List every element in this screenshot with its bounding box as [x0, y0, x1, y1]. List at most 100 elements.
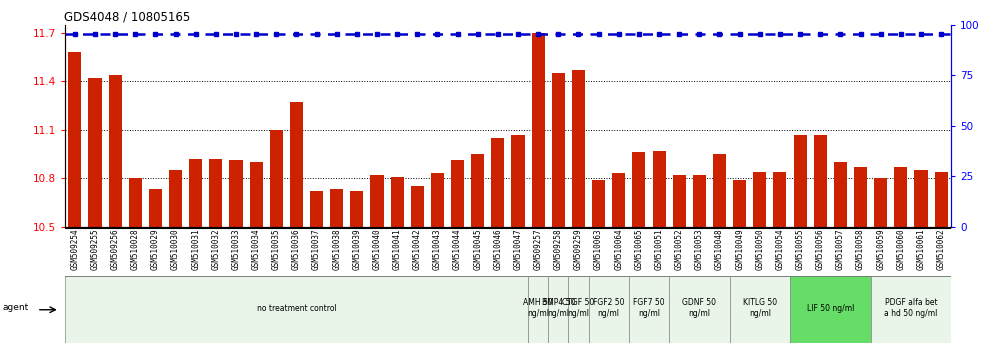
Bar: [669, 276, 729, 343]
Text: GSM510057: GSM510057: [836, 228, 845, 270]
Bar: [871, 276, 951, 343]
Text: GSM510045: GSM510045: [473, 228, 482, 270]
Bar: [451, 160, 464, 227]
Text: no treatment control: no treatment control: [257, 304, 337, 313]
Text: GSM510048: GSM510048: [715, 228, 724, 270]
Text: GSM510050: GSM510050: [755, 228, 764, 270]
Bar: [169, 170, 182, 227]
Text: GSM510033: GSM510033: [231, 228, 240, 270]
Bar: [814, 135, 827, 227]
Text: GSM510058: GSM510058: [856, 228, 865, 270]
Bar: [270, 130, 283, 227]
Text: FGF2 50
ng/ml: FGF2 50 ng/ml: [593, 298, 624, 319]
Text: BMP4 50
ng/ml: BMP4 50 ng/ml: [542, 298, 575, 319]
Bar: [290, 102, 303, 227]
Text: GSM510028: GSM510028: [130, 228, 139, 270]
Bar: [128, 178, 141, 227]
Text: GSM510036: GSM510036: [292, 228, 301, 270]
Bar: [532, 33, 545, 227]
Text: GSM510035: GSM510035: [272, 228, 281, 270]
Bar: [794, 135, 807, 227]
Text: FGF7 50
ng/ml: FGF7 50 ng/ml: [633, 298, 664, 319]
Text: GSM510043: GSM510043: [433, 228, 442, 270]
Bar: [592, 180, 606, 227]
Text: GSM510030: GSM510030: [171, 228, 180, 270]
Bar: [613, 173, 625, 227]
Bar: [512, 135, 525, 227]
Bar: [65, 276, 528, 343]
Text: GSM510051: GSM510051: [654, 228, 663, 270]
Text: GSM510044: GSM510044: [453, 228, 462, 270]
Bar: [209, 159, 222, 227]
Bar: [431, 173, 444, 227]
Bar: [471, 154, 484, 227]
Bar: [713, 154, 726, 227]
Text: GSM510049: GSM510049: [735, 228, 744, 270]
Text: GSM510031: GSM510031: [191, 228, 200, 270]
Text: GDS4048 / 10805165: GDS4048 / 10805165: [64, 11, 190, 24]
Text: GSM510063: GSM510063: [595, 228, 604, 270]
Text: GSM510041: GSM510041: [392, 228, 401, 270]
Text: GSM510060: GSM510060: [896, 228, 905, 270]
Text: GSM509255: GSM509255: [91, 228, 100, 270]
Text: GSM510040: GSM510040: [373, 228, 381, 270]
Text: GSM510042: GSM510042: [412, 228, 421, 270]
Bar: [894, 167, 907, 227]
Text: CTGF 50
ng/ml: CTGF 50 ng/ml: [563, 298, 595, 319]
Bar: [390, 177, 403, 227]
Bar: [351, 191, 364, 227]
Text: GSM510037: GSM510037: [312, 228, 321, 270]
Bar: [548, 276, 569, 343]
Bar: [672, 175, 686, 227]
Bar: [491, 138, 504, 227]
Bar: [410, 186, 424, 227]
Bar: [89, 78, 102, 227]
Text: agent: agent: [3, 303, 29, 313]
Text: GSM510052: GSM510052: [674, 228, 683, 270]
Text: GSM509256: GSM509256: [111, 228, 120, 270]
Bar: [310, 191, 323, 227]
Bar: [733, 180, 746, 227]
Bar: [371, 175, 383, 227]
Text: PDGF alfa bet
a hd 50 ng/ml: PDGF alfa bet a hd 50 ng/ml: [884, 298, 937, 319]
Text: GSM510061: GSM510061: [916, 228, 925, 270]
Text: GSM510059: GSM510059: [876, 228, 885, 270]
Text: GSM510053: GSM510053: [695, 228, 704, 270]
Bar: [652, 151, 665, 227]
Bar: [572, 70, 585, 227]
Text: GSM510038: GSM510038: [333, 228, 342, 270]
Bar: [729, 276, 790, 343]
Text: GSM510039: GSM510039: [353, 228, 362, 270]
Text: GSM509257: GSM509257: [534, 228, 543, 270]
Bar: [693, 175, 706, 227]
Text: GSM509259: GSM509259: [574, 228, 583, 270]
Bar: [569, 276, 589, 343]
Text: GSM510062: GSM510062: [936, 228, 945, 270]
Text: GSM510032: GSM510032: [211, 228, 220, 270]
Bar: [628, 276, 669, 343]
Bar: [914, 170, 927, 227]
Text: GSM510065: GSM510065: [634, 228, 643, 270]
Text: KITLG 50
ng/ml: KITLG 50 ng/ml: [743, 298, 777, 319]
Text: GSM510056: GSM510056: [816, 228, 825, 270]
Bar: [790, 276, 871, 343]
Text: GSM509258: GSM509258: [554, 228, 563, 270]
Text: GSM510054: GSM510054: [776, 228, 785, 270]
Bar: [528, 276, 548, 343]
Bar: [773, 172, 787, 227]
Bar: [589, 276, 628, 343]
Bar: [934, 172, 947, 227]
Bar: [874, 178, 887, 227]
Text: GSM510064: GSM510064: [615, 228, 623, 270]
Text: GSM510046: GSM510046: [493, 228, 502, 270]
Bar: [109, 75, 122, 227]
Text: GSM510029: GSM510029: [151, 228, 160, 270]
Bar: [330, 189, 344, 227]
Bar: [834, 162, 847, 227]
Text: GSM510047: GSM510047: [514, 228, 523, 270]
Bar: [632, 152, 645, 227]
Text: AMH 50
ng/ml: AMH 50 ng/ml: [523, 298, 553, 319]
Text: GSM509254: GSM509254: [71, 228, 80, 270]
Bar: [148, 189, 162, 227]
Text: GSM510034: GSM510034: [252, 228, 261, 270]
